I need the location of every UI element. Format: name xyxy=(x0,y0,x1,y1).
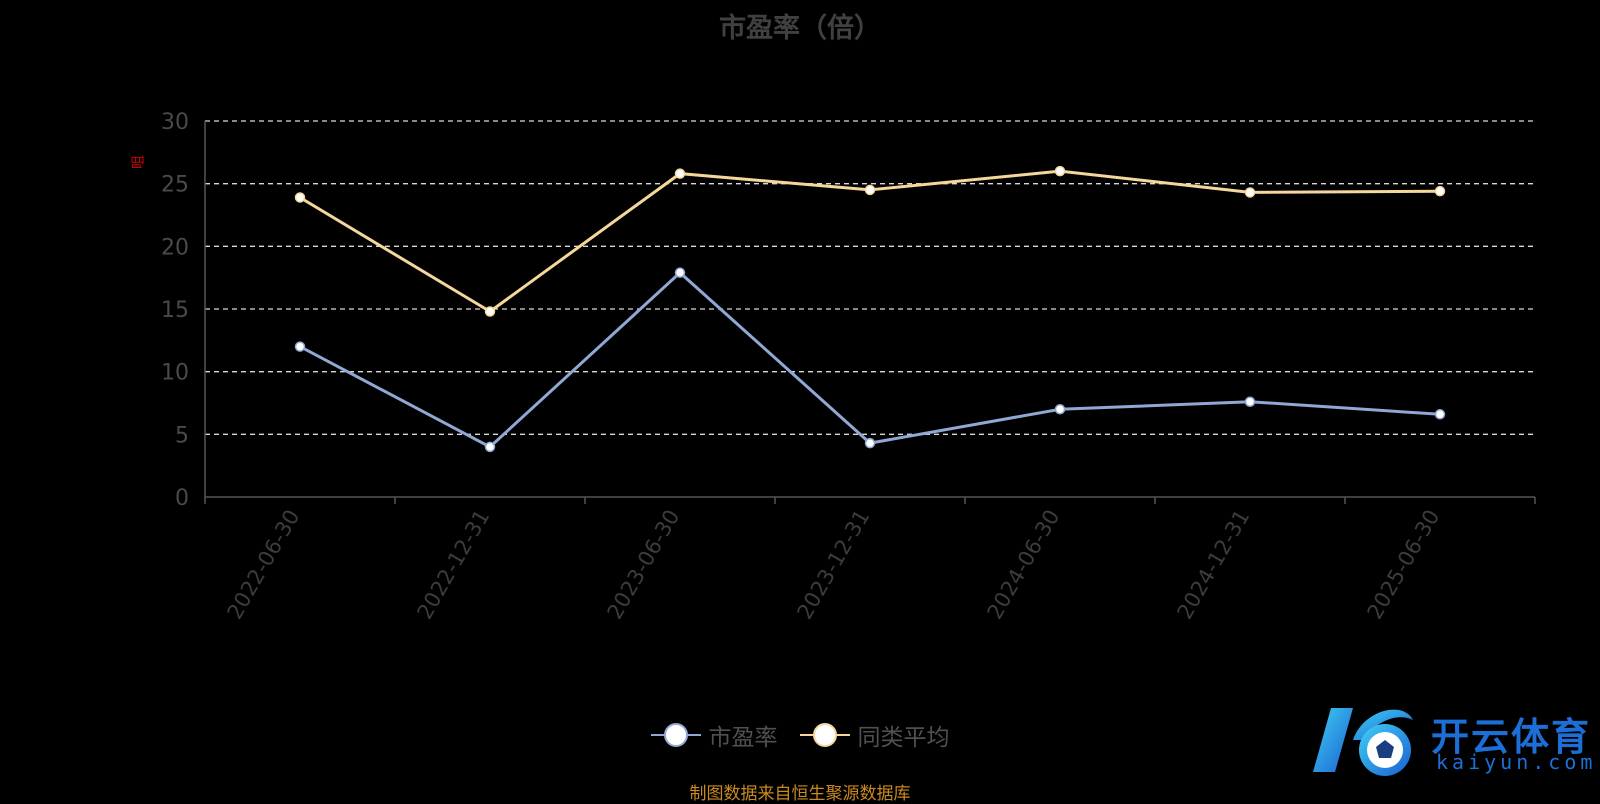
data-point-pe xyxy=(484,441,496,453)
x-tick-label: 2025-06-30 xyxy=(1363,506,1445,624)
legend-item-pe[interactable]: 市盈率 xyxy=(650,718,778,752)
axes xyxy=(204,121,1536,504)
data-points xyxy=(294,165,1446,453)
y-tick-label: 20 xyxy=(161,235,189,260)
data-point-peer-average xyxy=(294,192,306,203)
data-point-pe xyxy=(294,341,306,352)
x-tick-label: 2023-12-31 xyxy=(793,506,875,624)
x-tick-label: 2022-12-31 xyxy=(413,506,495,624)
data-point-peer-average xyxy=(674,168,686,179)
data-point-pe xyxy=(1434,409,1446,420)
data-point-peer-average xyxy=(484,306,496,317)
y-tick-label: 5 xyxy=(175,423,189,448)
data-point-peer-average xyxy=(1244,187,1256,198)
y-axis-marker: 咀 xyxy=(131,155,147,169)
data-point-peer-average xyxy=(1054,165,1066,177)
x-tick-label: 2024-12-31 xyxy=(1173,506,1255,624)
legend-label-peer-average: 同类平均 xyxy=(857,725,950,751)
y-tick-label: 25 xyxy=(161,173,189,198)
data-point-pe xyxy=(1054,404,1066,415)
y-tick-label: 10 xyxy=(161,361,189,386)
data-point-pe xyxy=(674,267,686,278)
legend-label-pe: 市盈率 xyxy=(708,725,778,751)
data-point-pe xyxy=(864,437,876,449)
y-tick-label: 30 xyxy=(161,110,189,135)
data-source-note: 制图数据来自恒生聚源数据库 xyxy=(689,784,911,804)
line-chart: 0 5 10 15 20 25 30 2022-06-30 2022-12-31 2023-06-… xyxy=(131,110,1536,623)
k-soccer-logo-icon xyxy=(1313,708,1413,776)
data-point-pe xyxy=(1244,396,1256,407)
brand-name: 开云体育 xyxy=(1431,715,1592,759)
brand-watermark: 开云体育 kaiyun.com xyxy=(1313,700,1593,780)
legend: 市盈率 同类平均 xyxy=(0,718,1600,752)
data-point-peer-average xyxy=(1434,185,1446,197)
tick-labels: 0 5 10 15 20 25 30 2022-06-30 2022-12-31 2023-06-… xyxy=(161,110,1444,623)
legend-swatch-pe xyxy=(650,723,701,747)
x-tick-label: 2024-06-30 xyxy=(983,506,1065,624)
chart-title: 市盈率（倍） xyxy=(719,13,881,44)
y-tick-label: 0 xyxy=(175,486,189,511)
brand-domain: kaiyun.com xyxy=(1436,750,1597,774)
x-tick-label: 2023-06-30 xyxy=(603,506,685,624)
x-tick-label: 2022-06-30 xyxy=(223,506,305,624)
legend-swatch-peer-average xyxy=(799,723,850,747)
grid-lines xyxy=(205,120,1535,435)
legend-item-peer-average[interactable]: 同类平均 xyxy=(799,718,950,752)
data-point-peer-average xyxy=(864,184,876,196)
y-tick-label: 15 xyxy=(161,298,189,323)
